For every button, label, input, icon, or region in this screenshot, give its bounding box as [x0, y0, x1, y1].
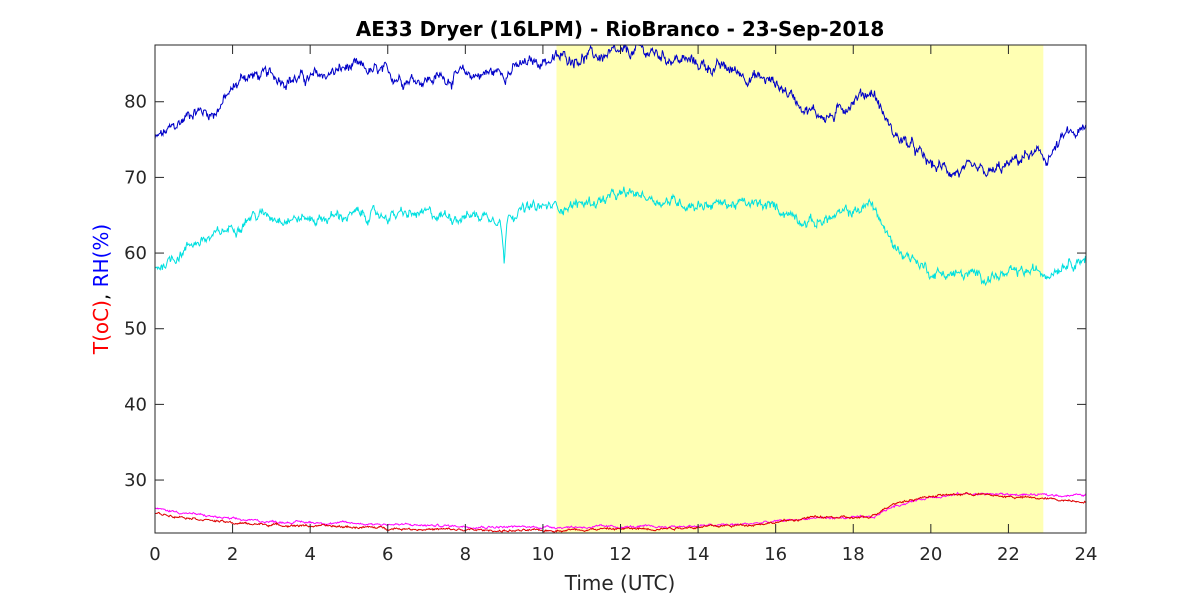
- x-tick-label: 6: [382, 544, 393, 565]
- x-tick-label: 12: [609, 544, 632, 565]
- x-tick-label: 16: [764, 544, 787, 565]
- plot-area: [556, 45, 1044, 533]
- x-tick-label: 2: [227, 544, 238, 565]
- chart-title: AE33 Dryer (16LPM) - RioBranco - 23-Sep-…: [356, 17, 885, 41]
- x-tick-label: 4: [304, 544, 315, 565]
- y-tick-label: 40: [124, 394, 147, 415]
- series-line-2: [154, 186, 1087, 287]
- x-tick-label: 18: [842, 544, 865, 565]
- x-tick-label: 24: [1075, 544, 1098, 565]
- y-tick-label: 50: [124, 319, 147, 340]
- y-axis-label-part-2: ,: [89, 287, 113, 300]
- x-tick-label: 22: [997, 544, 1020, 565]
- x-tick-label: 8: [460, 544, 471, 565]
- shaded-region: [556, 45, 1044, 533]
- y-tick-label: 70: [124, 167, 147, 188]
- x-tick-label: 14: [687, 544, 710, 565]
- y-axis-label-part-1: T(oC): [89, 300, 113, 355]
- y-axis-label: T(oC), RH(%): [89, 224, 113, 355]
- y-tick-label: 30: [124, 470, 147, 491]
- x-tick-label: 0: [149, 544, 160, 565]
- y-tick-label: 80: [124, 92, 147, 113]
- x-tick-label: 20: [919, 544, 942, 565]
- x-tick-label: 10: [531, 544, 554, 565]
- y-axis-label-part-3: RH(%): [89, 224, 113, 288]
- y-tick-label: 60: [124, 243, 147, 264]
- x-axis-label: Time (UTC): [564, 571, 676, 595]
